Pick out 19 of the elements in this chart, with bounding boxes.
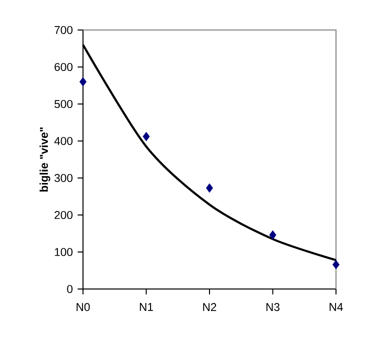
x-tick-label: N3 bbox=[266, 303, 280, 312]
x-tick-label: N2 bbox=[203, 303, 216, 311]
x-tick-label: N1 bbox=[140, 303, 153, 311]
y-tick-label: 600 bbox=[54, 63, 73, 72]
x-tick-label: N0 bbox=[76, 303, 90, 312]
y-tick-label: 200 bbox=[54, 211, 73, 220]
y-axis-title: biglie "vive" bbox=[40, 127, 50, 192]
y-tick-label: 0 bbox=[67, 285, 73, 294]
point bbox=[332, 260, 340, 270]
point bbox=[269, 230, 276, 240]
y-tick-label: 700 bbox=[54, 26, 73, 34]
y-tick-label: 500 bbox=[54, 100, 73, 108]
point bbox=[80, 77, 86, 86]
y-tick-label: 100 bbox=[54, 248, 73, 256]
y-tick-label: 400 bbox=[54, 137, 73, 146]
point bbox=[142, 132, 150, 142]
y-tick-label: 300 bbox=[54, 174, 73, 182]
x-tick-label: N4 bbox=[330, 303, 343, 311]
point bbox=[206, 183, 213, 193]
